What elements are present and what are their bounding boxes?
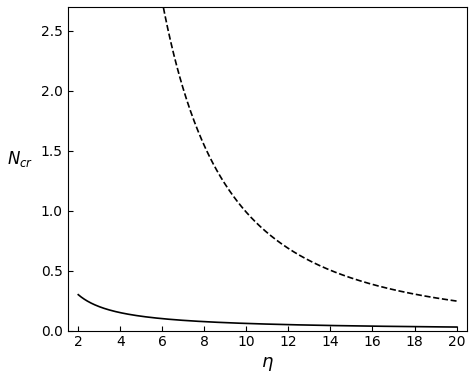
- Y-axis label: $N_{cr}$: $N_{cr}$: [7, 149, 33, 169]
- X-axis label: $\eta$: $\eta$: [261, 355, 274, 373]
